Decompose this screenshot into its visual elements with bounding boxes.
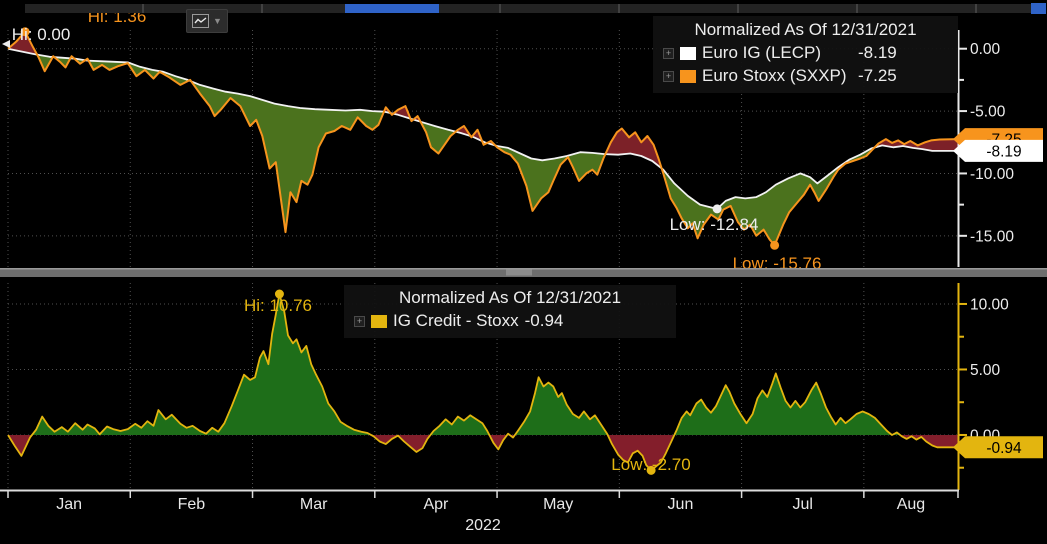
series-last-value: -0.94	[524, 311, 564, 330]
y-tick-label: 10.00	[970, 296, 1009, 313]
series-swatch	[680, 46, 696, 60]
separator-handle[interactable]	[506, 269, 532, 276]
month-label: Aug	[897, 496, 925, 513]
legend-item[interactable]: + Euro IG (LECP) -8.19	[653, 40, 958, 63]
legend-title: Normalized As Of 12/31/2021	[694, 20, 917, 39]
month-label: Jul	[792, 496, 812, 513]
series-swatch	[371, 314, 387, 328]
y-tick-label: -10.00	[970, 166, 1014, 183]
extreme-dot	[770, 240, 780, 250]
chart-type-button[interactable]: ▼	[186, 9, 228, 33]
extreme-dot	[712, 204, 722, 214]
legend-title: Normalized As Of 12/31/2021	[398, 288, 622, 307]
last-value-badge	[953, 436, 1043, 459]
hi-lo-annotation: Low: -2.70	[611, 455, 690, 474]
legend-bottom-panel: Normalized As Of 12/31/2021 + IG Credit -…	[344, 285, 676, 338]
edge-marker-icon	[2, 40, 10, 48]
series-name: Euro IG (LECP)	[702, 43, 822, 62]
fill-outperform	[32, 294, 372, 435]
expand-icon[interactable]: +	[354, 315, 365, 327]
timeline-scrollbar[interactable]	[25, 4, 1040, 13]
panel-separator[interactable]	[0, 268, 1047, 277]
month-label: Apr	[423, 496, 449, 513]
extreme-dot	[274, 289, 284, 299]
last-value-badge-label: -8.19	[986, 143, 1021, 160]
legend-top-panel: Normalized As Of 12/31/2021 + Euro IG (LE…	[653, 16, 958, 93]
fill-outperform	[191, 81, 384, 233]
timeline-scrollbar-range[interactable]	[345, 4, 439, 13]
last-value-badge	[953, 139, 1043, 162]
series-last-value: -8.19	[858, 43, 897, 62]
hi-lo-annotation: Low: -12.84	[670, 215, 759, 234]
fill-underperform	[607, 435, 675, 471]
month-label: May	[543, 496, 573, 513]
extreme-dot	[646, 465, 656, 475]
month-label: Jan	[56, 496, 82, 513]
y-tick-label: 5.00	[970, 362, 1001, 379]
series-swatch	[680, 69, 696, 83]
expand-icon[interactable]: +	[663, 70, 674, 82]
fill-underperform	[472, 129, 483, 141]
series-line-euro-stoxx-sxxp-	[7, 30, 959, 247]
expand-icon[interactable]: +	[663, 47, 674, 59]
y-tick-label: 0.00	[970, 41, 1001, 58]
fill-underperform	[371, 435, 431, 452]
fill-outperform	[37, 54, 53, 72]
y-tick-label: -15.00	[970, 228, 1014, 245]
legend-item[interactable]: + IG Credit - Stoxx -0.94	[344, 308, 676, 331]
fill-underperform	[455, 126, 471, 136]
fill-outperform	[514, 377, 608, 435]
year-label: 2022	[465, 517, 501, 534]
legend-item[interactable]: + Euro Stoxx (SXXP) -7.25	[653, 63, 958, 86]
x-axis: Jan Feb Mar Apr May Jun Jul Aug 2022	[0, 489, 959, 534]
line-chart-icon	[192, 14, 210, 28]
series-line-ig-credit-stoxx	[7, 293, 958, 472]
last-value-badge-label: -0.94	[986, 440, 1022, 457]
series-line-euro-ig-lecp-	[7, 47, 958, 210]
month-label: Mar	[300, 496, 328, 513]
month-label: Jun	[668, 496, 694, 513]
hi-lo-annotation: Hi: 0.00	[12, 25, 71, 44]
fill-outperform	[661, 147, 875, 246]
chevron-down-icon: ▼	[213, 15, 222, 26]
timeline-corner-marker	[1031, 3, 1046, 14]
month-label: Feb	[178, 496, 206, 513]
fill-outperform	[88, 60, 190, 85]
y-tick-label: -5.00	[970, 104, 1006, 121]
fill-outperform	[495, 145, 606, 211]
fill-underperform	[8, 435, 32, 456]
series-name: Euro Stoxx (SXXP)	[702, 66, 847, 85]
extreme-dot	[20, 27, 30, 37]
fill-underperform	[489, 435, 508, 450]
series-name: IG Credit - Stoxx	[393, 311, 519, 330]
series-last-value: -7.25	[858, 66, 897, 85]
hi-lo-annotation: Hi: 10.76	[244, 296, 312, 315]
fill-underperform	[8, 31, 38, 55]
